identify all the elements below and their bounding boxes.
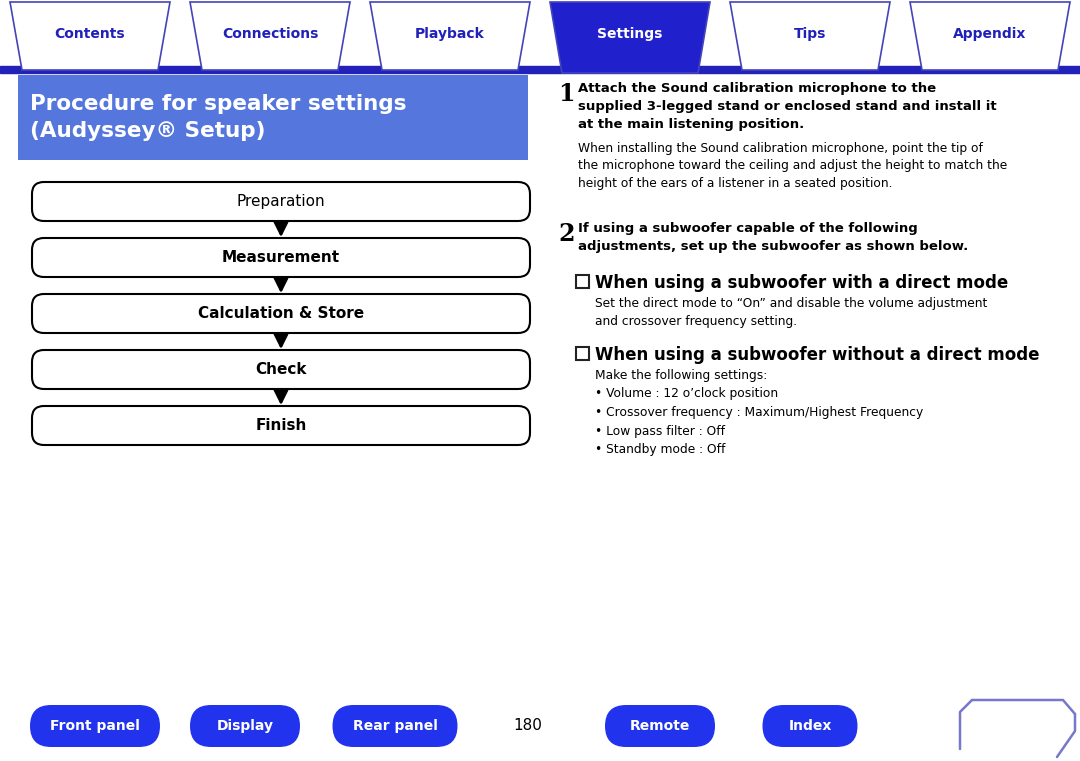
Bar	[0, 66, 1080, 73]
Text: Index: Index	[788, 719, 832, 733]
Text: Rear panel: Rear panel	[352, 719, 437, 733]
Text: 1: 1	[558, 82, 575, 106]
Text: Contents: Contents	[55, 27, 125, 41]
Text: Settings: Settings	[597, 27, 663, 41]
FancyBboxPatch shape	[190, 705, 300, 747]
Text: 180: 180	[514, 718, 542, 734]
FancyBboxPatch shape	[605, 705, 715, 747]
Text: Attach the Sound calibration microphone to the
supplied 3-legged stand or enclos: Attach the Sound calibration microphone …	[578, 82, 997, 131]
FancyBboxPatch shape	[30, 705, 160, 747]
Text: Front panel: Front panel	[50, 719, 140, 733]
FancyBboxPatch shape	[32, 350, 530, 389]
Text: When using a subwoofer with a direct mode: When using a subwoofer with a direct mod…	[595, 274, 1009, 292]
Text: Make the following settings:
• Volume : 12 o’clock position
• Crossover frequenc: Make the following settings: • Volume : …	[595, 369, 923, 456]
FancyBboxPatch shape	[32, 182, 530, 221]
Text: Set the direct mode to “On” and disable the volume adjustment
and crossover freq: Set the direct mode to “On” and disable …	[595, 297, 987, 327]
FancyBboxPatch shape	[32, 238, 530, 277]
Bar	[576, 275, 589, 288]
Text: Display: Display	[216, 719, 273, 733]
Polygon shape	[370, 2, 530, 70]
Polygon shape	[910, 2, 1070, 70]
Text: Preparation: Preparation	[237, 194, 325, 209]
Polygon shape	[730, 2, 890, 70]
FancyBboxPatch shape	[32, 294, 530, 333]
Text: Playback: Playback	[415, 27, 485, 41]
Text: Finish: Finish	[255, 418, 307, 433]
Text: Procedure for speaker settings
(Audyssey® Setup): Procedure for speaker settings (Audyssey…	[30, 94, 406, 141]
FancyBboxPatch shape	[762, 705, 858, 747]
Text: Tips: Tips	[794, 27, 826, 41]
Text: Connections: Connections	[221, 27, 319, 41]
Polygon shape	[190, 2, 350, 70]
Bar	[576, 347, 589, 360]
Text: Check: Check	[255, 362, 307, 377]
Text: Remote: Remote	[630, 719, 690, 733]
Text: Calculation & Store: Calculation & Store	[198, 306, 364, 321]
Text: Appendix: Appendix	[954, 27, 1027, 41]
Text: When installing the Sound calibration microphone, point the tip of
the microphon: When installing the Sound calibration mi…	[578, 142, 1008, 190]
Text: 2: 2	[558, 222, 575, 246]
Bar	[18, 75, 528, 160]
FancyBboxPatch shape	[333, 705, 458, 747]
Text: Measurement: Measurement	[221, 250, 340, 265]
Text: If using a subwoofer capable of the following
adjustments, set up the subwoofer : If using a subwoofer capable of the foll…	[578, 222, 969, 253]
Polygon shape	[550, 2, 710, 73]
Text: When using a subwoofer without a direct mode: When using a subwoofer without a direct …	[595, 346, 1039, 364]
Polygon shape	[10, 2, 170, 70]
FancyBboxPatch shape	[32, 406, 530, 445]
